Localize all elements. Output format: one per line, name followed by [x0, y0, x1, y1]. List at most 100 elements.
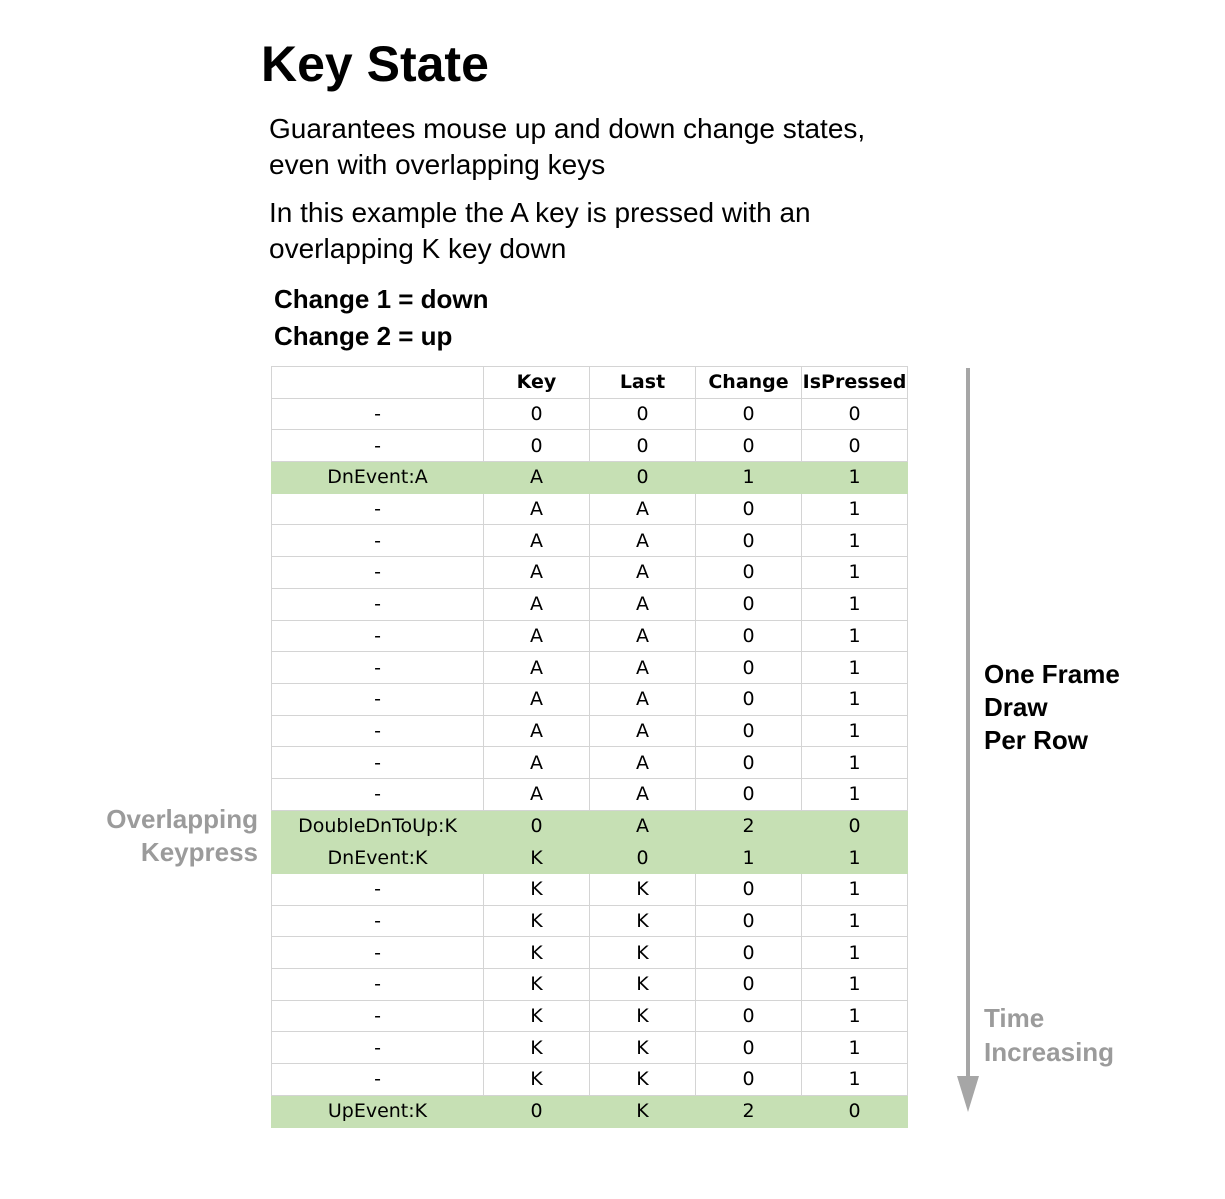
- cell-key: 0: [483, 397, 590, 431]
- cell-ispressed: 1: [801, 524, 908, 558]
- cell-ispressed: 0: [801, 397, 908, 431]
- cell-last: A: [589, 714, 696, 748]
- cell-change: 0: [695, 873, 802, 906]
- cell-change: 0: [695, 714, 802, 748]
- cell-last: A: [589, 682, 696, 716]
- cell-key: K: [483, 841, 590, 874]
- cell-last: K: [589, 1063, 696, 1096]
- cell-ispressed: 1: [801, 714, 908, 748]
- cell-key: A: [483, 619, 590, 653]
- cell-change: 1: [695, 841, 802, 874]
- cell-last: A: [589, 746, 696, 779]
- cell-event: -: [271, 619, 484, 653]
- table-row: DnEvent:A A 0 1 1: [271, 461, 908, 494]
- cell-change: 0: [695, 587, 802, 621]
- overlapping-keypress-label-line: Overlapping: [106, 804, 258, 834]
- cell-change: 0: [695, 429, 802, 463]
- cell-key: 0: [483, 429, 590, 463]
- cell-ispressed: 0: [801, 1094, 908, 1128]
- cell-change: 0: [695, 936, 802, 970]
- one-frame-per-row-label: One Frame Draw Per Row: [984, 658, 1120, 757]
- cell-key: A: [483, 746, 590, 779]
- cell-event: -: [271, 999, 484, 1033]
- cell-event: DnEvent:K: [271, 841, 484, 874]
- cell-ispressed: 1: [801, 492, 908, 526]
- table-row: DnEvent:K K 0 1 1: [271, 841, 908, 874]
- time-arrow-icon: [957, 368, 979, 1112]
- cell-event: -: [271, 746, 484, 779]
- cell-ispressed: 1: [801, 619, 908, 653]
- frame-label-line: Per Row: [984, 725, 1089, 755]
- cell-last: A: [589, 809, 696, 843]
- cell-key: A: [483, 556, 590, 589]
- cell-key: A: [483, 714, 590, 748]
- cell-key: A: [483, 587, 590, 621]
- cell-key: A: [483, 682, 590, 716]
- table-header-row: Key Last Change IsPressed: [271, 366, 908, 399]
- cell-ispressed: 1: [801, 777, 908, 811]
- cell-last: A: [589, 619, 696, 653]
- cell-event: -: [271, 651, 484, 684]
- cell-change: 0: [695, 968, 802, 1001]
- cell-ispressed: 1: [801, 556, 908, 589]
- cell-key: K: [483, 873, 590, 906]
- cell-last: A: [589, 524, 696, 558]
- cell-key: A: [483, 524, 590, 558]
- cell-key: K: [483, 1031, 590, 1065]
- table-row: UpEvent:K 0 K 2 0: [271, 1094, 908, 1128]
- cell-key: A: [483, 492, 590, 526]
- cell-last: 0: [589, 397, 696, 431]
- overlapping-keypress-label: Overlapping Keypress: [106, 803, 258, 869]
- cell-last: K: [589, 999, 696, 1033]
- frame-label-line: Draw: [984, 692, 1048, 722]
- cell-last: K: [589, 873, 696, 906]
- legend-change-up: Change 2 = up: [274, 321, 453, 351]
- cell-event: DoubleDnToUp:K: [271, 809, 484, 843]
- cell-ispressed: 1: [801, 936, 908, 970]
- cell-key: A: [483, 461, 590, 494]
- cell-ispressed: 1: [801, 682, 908, 716]
- cell-ispressed: 1: [801, 873, 908, 906]
- example-paragraph: In this example the A key is pressed wit…: [269, 197, 811, 264]
- cell-last: A: [589, 777, 696, 811]
- time-label-line: Time: [984, 1003, 1045, 1033]
- cell-key: K: [483, 968, 590, 1001]
- cell-change: 0: [695, 524, 802, 558]
- cell-key: K: [483, 1063, 590, 1096]
- cell-change: 0: [695, 556, 802, 589]
- cell-key: K: [483, 999, 590, 1033]
- cell-key: K: [483, 904, 590, 938]
- cell-event: -: [271, 714, 484, 748]
- table-row: DoubleDnToUp:K 0 A 2 0: [271, 809, 908, 843]
- cell-event: -: [271, 904, 484, 938]
- cell-ispressed: 1: [801, 651, 908, 684]
- cell-event: -: [271, 777, 484, 811]
- cell-change: 2: [695, 809, 802, 843]
- cell-key: K: [483, 936, 590, 970]
- time-label-line: Increasing: [984, 1037, 1115, 1067]
- cell-last: 0: [589, 841, 696, 874]
- cell-last: K: [589, 1094, 696, 1128]
- frame-label-line: One Frame: [984, 659, 1120, 689]
- cell-change: 0: [695, 492, 802, 526]
- cell-change: 0: [695, 651, 802, 684]
- cell-event: -: [271, 968, 484, 1001]
- cell-event: -: [271, 936, 484, 970]
- cell-change: 0: [695, 999, 802, 1033]
- cell-last: K: [589, 904, 696, 938]
- cell-event: -: [271, 397, 484, 431]
- cell-change: 2: [695, 1094, 802, 1128]
- cell-last: A: [589, 492, 696, 526]
